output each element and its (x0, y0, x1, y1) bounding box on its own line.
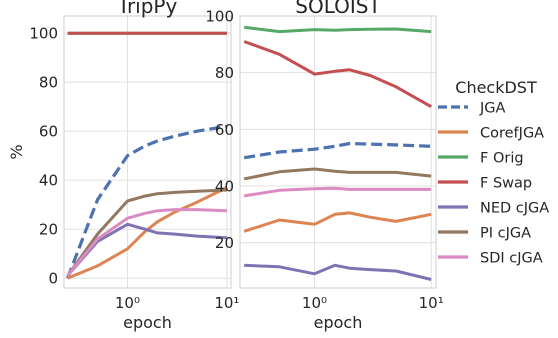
y-tick-label: 80 (215, 64, 234, 82)
chart-title: TripPy (117, 0, 178, 18)
y-tick-label: 100 (205, 8, 234, 26)
legend-title: CheckDST (455, 78, 537, 97)
x-axis-label: epoch (123, 313, 172, 332)
series-line-pi-cjga (66, 188, 227, 277)
chart-title: SOLOIST (295, 0, 381, 18)
y-tick-label: 60 (39, 123, 58, 141)
y-tick-label: 40 (215, 178, 234, 196)
x-axis-label: epoch (314, 313, 363, 332)
legend-label: F Orig (480, 151, 524, 167)
legend-label: F Swap (480, 176, 532, 192)
series-line-ned-cjga (66, 222, 227, 277)
series-line-jga (243, 141, 432, 160)
x-tick-label: 10¹ (214, 294, 239, 312)
y-axis-label: % (7, 144, 26, 159)
y-tick-label: 100 (29, 25, 58, 43)
x-tick-label: 10⁰ (115, 294, 140, 312)
x-tick-label: 10¹ (419, 294, 444, 312)
y-tick-label: 20 (39, 221, 58, 239)
axes-frame (63, 15, 232, 289)
y-tick-label: 60 (215, 121, 234, 139)
legend-label: SDI cJGA (480, 251, 543, 267)
series-line-f-orig (244, 25, 432, 34)
panel-trippy (63, 15, 232, 289)
panel-soloist (239, 15, 437, 289)
series-line-sdi-cjga (66, 208, 227, 277)
axes-frame (239, 15, 437, 289)
series-line-f-swap (243, 40, 432, 109)
legend-label: JGA (479, 101, 506, 117)
y-tick-label: 0 (48, 270, 58, 288)
series-line-ned-cjga (244, 263, 432, 281)
y-tick-label: 40 (39, 172, 58, 190)
legend-label: PI cJGA (480, 226, 531, 242)
legend-label: NED cJGA (480, 201, 549, 217)
series-line-corefjga (243, 211, 432, 233)
legend-label: CorefJGA (480, 126, 544, 142)
legend (438, 105, 468, 259)
x-tick-label: 10⁰ (302, 294, 327, 312)
y-tick-label: 80 (39, 74, 58, 92)
series-line-pi-cjga (243, 167, 432, 181)
series-line-corefjga (67, 186, 228, 280)
series-line-jga (66, 124, 228, 279)
series-line-sdi-cjga (243, 186, 432, 198)
y-tick-label: 20 (215, 234, 234, 252)
